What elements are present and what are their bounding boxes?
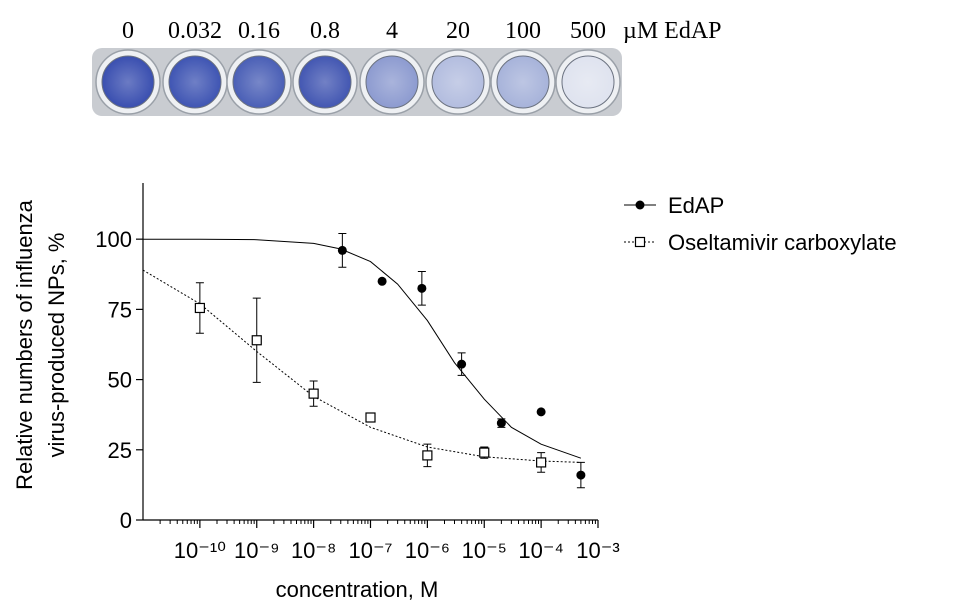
point [194,302,205,314]
well-shine [299,56,351,108]
point [377,276,387,286]
y-tick-label: 100 [95,227,132,252]
plate-label: 20 [446,18,470,44]
point [479,447,490,458]
x-tick-label: 10⁻⁷ [348,538,392,563]
well-shine [366,56,418,108]
plate-label: 0.032 [168,18,222,44]
point [417,283,427,293]
well-shine [497,56,549,108]
point [457,359,467,369]
plate-label: 0 [122,18,134,44]
plate-label: 0.16 [238,18,280,44]
well-shine [432,56,484,108]
fit-line [143,238,582,459]
point [496,418,506,428]
well-shine [562,56,614,108]
x-tick-label: 10⁻⁵ [462,538,507,563]
x-tick-label: 10⁻⁹ [234,538,280,563]
plate-label: 500 [570,18,606,44]
point [308,388,319,399]
x-tick-label: 10⁻³ [576,538,619,563]
legend-label: EdAP [668,193,724,218]
legend-marker [635,200,645,210]
plate-label: 0.8 [310,18,340,44]
plate [92,48,622,116]
plate-unit: µM EdAP [623,18,722,44]
point [251,335,262,346]
y-tick-label: 50 [108,368,132,393]
plate-label: 4 [386,18,398,44]
fit-line [142,269,581,463]
x-tick-label: 10⁻⁸ [291,538,336,563]
y-axis-label: Relative numbers of influenza [12,199,37,490]
well-shine [233,56,285,108]
y-tick-label: 25 [108,438,132,463]
point [576,470,586,480]
point [365,412,376,423]
point [422,450,433,461]
point [536,407,546,417]
y-tick-label: 75 [108,297,132,322]
point [536,457,547,468]
x-tick-label: 10⁻⁴ [518,538,564,563]
x-axis-label: concentration, M [276,577,439,602]
y-axis-label: virus-produced NPs, % [44,233,69,458]
plate-label: 100 [505,18,541,44]
x-tick-label: 10⁻⁶ [405,538,450,563]
legend-label: Oseltamivir carboxylate [668,230,897,255]
y-tick-label: 0 [120,508,132,533]
x-tick-label: 10⁻¹⁰ [174,538,226,563]
well-shine [169,56,221,108]
well-shine [102,56,154,108]
legend-marker [634,236,646,248]
point [337,245,347,255]
